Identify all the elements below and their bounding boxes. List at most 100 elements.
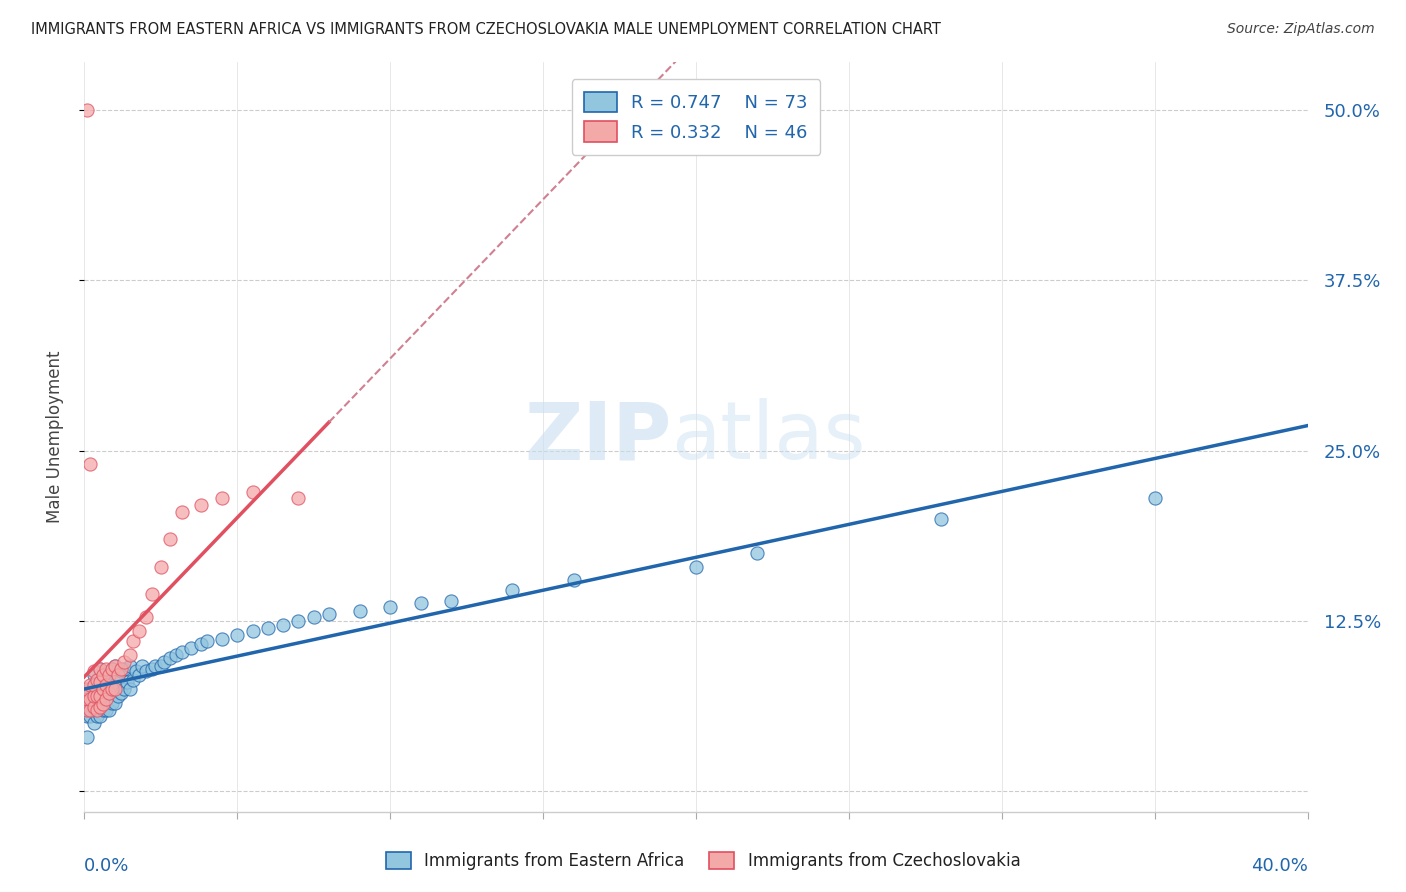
Point (101, 662, 124, 676)
Point (128, 624, 150, 638)
Point (94, 678, 117, 692)
Point (318, 607, 340, 622)
Point (89, 662, 111, 676)
Point (190, 498, 212, 512)
Point (79, 696, 101, 710)
Point (195, 634, 218, 648)
Point (110, 662, 132, 676)
Point (287, 614, 309, 628)
Point (115, 675, 138, 690)
Point (79, 691, 101, 706)
Point (242, 484, 264, 499)
Point (107, 668, 129, 682)
Point (1143, 491, 1166, 506)
Point (101, 696, 124, 710)
Point (86, 675, 108, 690)
Point (110, 686, 132, 700)
Point (104, 696, 127, 710)
Point (86, 702, 108, 716)
Point (128, 668, 150, 682)
Point (83, 668, 105, 682)
Point (271, 618, 294, 632)
Point (83, 665, 105, 679)
Point (94, 668, 117, 682)
Point (79, 702, 101, 716)
Point (91, 697, 114, 711)
Point (89, 675, 111, 690)
Point (91, 702, 114, 716)
Point (89, 709, 111, 723)
Point (149, 559, 172, 574)
Point (101, 662, 124, 676)
Text: 40.0%: 40.0% (1251, 856, 1308, 875)
Point (502, 582, 524, 597)
Point (112, 662, 135, 676)
Point (104, 659, 127, 673)
Point (91, 668, 114, 682)
Point (122, 673, 145, 687)
Point (76, 103, 98, 117)
Point (91, 682, 114, 697)
Point (380, 600, 402, 615)
Point (172, 645, 194, 659)
Point (89, 662, 111, 676)
Text: Source: ZipAtlas.com: Source: ZipAtlas.com (1227, 22, 1375, 37)
Text: ZIP: ZIP (524, 398, 672, 476)
Point (747, 546, 769, 560)
Point (76, 702, 98, 716)
Point (89, 682, 111, 697)
Point (83, 678, 105, 692)
Point (135, 665, 157, 679)
Point (101, 682, 124, 697)
Point (143, 659, 166, 673)
Point (242, 624, 264, 638)
Point (165, 648, 187, 662)
Point (190, 637, 212, 651)
Point (79, 678, 101, 692)
Point (180, 641, 202, 656)
Point (141, 587, 163, 601)
Point (929, 512, 952, 526)
Legend: R = 0.747    N = 73, R = 0.332    N = 46: R = 0.747 N = 73, R = 0.332 N = 46 (572, 79, 820, 155)
Point (135, 610, 157, 624)
Point (226, 627, 249, 641)
Point (159, 533, 181, 547)
Point (83, 716, 105, 731)
Point (83, 702, 105, 716)
Point (125, 665, 148, 679)
Legend: Immigrants from Eastern Africa, Immigrants from Czechoslovakia: Immigrants from Eastern Africa, Immigran… (377, 844, 1029, 879)
Point (141, 662, 163, 676)
Point (83, 682, 105, 697)
Y-axis label: Male Unemployment: Male Unemployment (45, 351, 63, 524)
Point (76, 709, 98, 723)
Point (257, 621, 280, 635)
Point (153, 655, 176, 669)
Point (76, 730, 98, 744)
Point (97, 668, 120, 682)
Point (562, 573, 585, 587)
Point (349, 604, 371, 618)
Text: atlas: atlas (672, 398, 866, 476)
Point (211, 632, 233, 646)
Point (83, 699, 105, 714)
Point (159, 650, 181, 665)
Point (97, 665, 120, 679)
Point (76, 682, 98, 697)
Point (86, 709, 108, 723)
Point (104, 678, 127, 692)
Point (94, 682, 117, 697)
Point (86, 689, 108, 703)
Point (79, 682, 101, 697)
Point (89, 696, 111, 710)
Point (112, 682, 135, 697)
Point (122, 634, 145, 648)
Point (211, 491, 233, 506)
Point (302, 610, 325, 624)
Point (685, 559, 707, 574)
Point (76, 691, 98, 706)
Point (97, 682, 120, 697)
Point (120, 682, 142, 697)
Point (79, 458, 101, 472)
Point (409, 596, 432, 610)
Point (94, 691, 117, 706)
